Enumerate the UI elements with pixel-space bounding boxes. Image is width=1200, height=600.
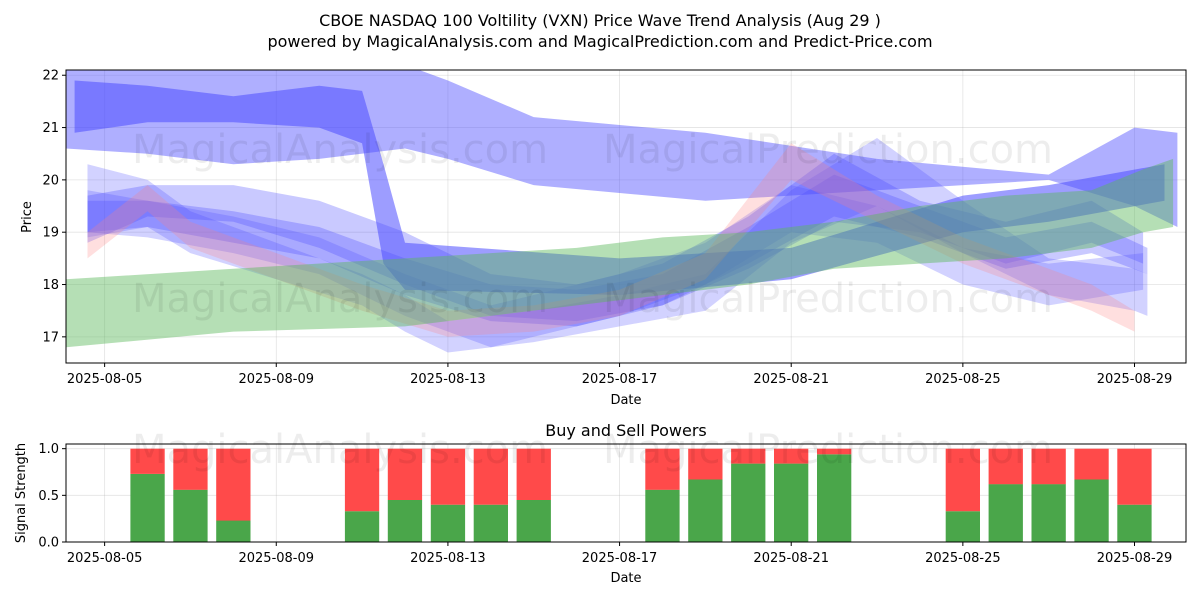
price-ytick-label-3: 20 xyxy=(42,173,59,188)
power-bar-buy-3 xyxy=(344,511,380,542)
power-bar-buy-14 xyxy=(988,484,1023,542)
power-bar-buy-6 xyxy=(473,504,508,542)
power-bar-sell-13 xyxy=(945,448,980,512)
power-bar-buy-15 xyxy=(1031,484,1066,542)
power-bar-buy-7 xyxy=(516,500,551,542)
price-wave-bands xyxy=(66,70,1178,353)
price-y-label: Price xyxy=(20,201,35,233)
power-bar-buy-12 xyxy=(817,454,852,542)
price-xtick-label-3: 2025-08-17 xyxy=(582,372,658,387)
power-watermark-left: MagicalAnalysis.com xyxy=(132,427,548,473)
price-xtick-label-4: 2025-08-21 xyxy=(753,372,829,387)
price-xtick-label-5: 2025-08-25 xyxy=(925,372,1001,387)
power-bar-buy-11 xyxy=(774,463,809,542)
power-watermark-right: MagicalPrediction.com xyxy=(603,427,1053,473)
price-xtick-label-0: 2025-08-05 xyxy=(67,372,143,387)
price-band-6 xyxy=(87,143,1135,337)
power-bars xyxy=(130,448,1152,542)
power-bar-buy-1 xyxy=(173,489,208,542)
buy-sell-title: Buy and Sell Powers xyxy=(545,421,707,440)
power-y-label: Signal Strength xyxy=(14,443,29,543)
price-watermark-left-lower: MagicalAnalysis.com xyxy=(132,276,548,322)
price-band-2 xyxy=(87,138,1148,353)
power-bar-sell-14 xyxy=(988,448,1023,485)
power-ytick-label-0: 0.0 xyxy=(38,536,59,551)
power-bar-sell-15 xyxy=(1031,448,1066,485)
power-bar-buy-0 xyxy=(130,473,165,542)
power-xtick-label-1: 2025-08-09 xyxy=(238,551,314,566)
power-bar-sell-10 xyxy=(731,448,766,464)
power-xtick-label-2: 2025-08-13 xyxy=(410,551,486,566)
power-ytick-label-2: 1.0 xyxy=(38,442,59,457)
power-bar-sell-9 xyxy=(688,448,723,480)
price-band-1 xyxy=(74,80,1165,295)
power-x-label: Date xyxy=(610,571,641,586)
power-bar-buy-17 xyxy=(1117,504,1152,542)
power-bar-buy-9 xyxy=(688,479,723,542)
power-xtick-label-5: 2025-08-25 xyxy=(925,551,1001,566)
power-y-axis: 0.0 0.5 1.0 xyxy=(38,442,66,551)
power-bar-buy-2 xyxy=(216,520,251,542)
price-band-7 xyxy=(66,158,1174,348)
power-xtick-label-3: 2025-08-17 xyxy=(582,551,658,566)
power-bar-sell-11 xyxy=(774,448,809,464)
power-bar-sell-8 xyxy=(645,448,680,490)
price-ytick-label-0: 17 xyxy=(42,330,59,345)
price-ytick-label-1: 18 xyxy=(42,278,59,293)
power-bar-sell-7 xyxy=(516,448,551,500)
buy-sell-chart: Buy and Sell Powers MagicalAnalysis.com … xyxy=(14,421,1187,586)
power-bar-buy-16 xyxy=(1074,479,1109,542)
main-title: CBOE NASDAQ 100 Voltility (VXN) Price Wa… xyxy=(319,11,881,30)
power-xtick-label-6: 2025-08-29 xyxy=(1097,551,1173,566)
price-watermark-right-lower: MagicalPrediction.com xyxy=(603,276,1053,322)
power-bar-sell-5 xyxy=(430,448,466,505)
power-bar-buy-10 xyxy=(731,463,766,542)
price-band-4 xyxy=(87,174,1148,327)
power-bar-buy-5 xyxy=(430,504,466,542)
price-chart: MagicalAnalysis.com MagicalPrediction.co… xyxy=(20,69,1187,408)
price-ytick-label-4: 21 xyxy=(42,121,59,136)
power-bar-sell-1 xyxy=(173,448,208,490)
power-bar-sell-17 xyxy=(1117,448,1152,505)
price-band-5 xyxy=(87,185,1144,348)
power-xtick-label-0: 2025-08-05 xyxy=(67,551,143,566)
power-plot-frame xyxy=(65,443,1187,543)
power-bar-sell-3 xyxy=(344,448,380,512)
power-bar-sell-2 xyxy=(216,448,251,521)
power-bar-sell-6 xyxy=(473,448,508,505)
price-y-axis: 17 18 19 20 21 22 xyxy=(42,69,66,345)
power-x-axis: 2025-08-05 2025-08-09 2025-08-13 2025-08-17… xyxy=(67,542,1172,566)
power-bar-sell-0 xyxy=(130,448,165,474)
price-watermark-left: MagicalAnalysis.com xyxy=(132,127,548,173)
power-bar-sell-12 xyxy=(817,448,852,455)
power-xtick-label-4: 2025-08-21 xyxy=(753,551,829,566)
power-bar-sell-4 xyxy=(387,448,423,500)
price-x-label: Date xyxy=(610,393,641,408)
power-bar-buy-8 xyxy=(645,489,680,542)
power-bar-sell-16 xyxy=(1074,448,1109,480)
power-bar-buy-13 xyxy=(945,511,980,542)
power-ytick-label-1: 0.5 xyxy=(38,489,59,504)
price-band-3 xyxy=(87,153,1144,322)
power-bar-buy-4 xyxy=(387,500,423,542)
price-ytick-label-5: 22 xyxy=(42,69,59,84)
sub-title: powered by MagicalAnalysis.com and Magic… xyxy=(267,32,932,51)
price-watermark-right: MagicalPrediction.com xyxy=(603,127,1053,173)
price-xtick-label-6: 2025-08-29 xyxy=(1097,372,1173,387)
price-ytick-label-2: 19 xyxy=(42,226,59,241)
price-x-axis: 2025-08-05 2025-08-09 2025-08-13 2025-08-17… xyxy=(67,363,1172,387)
price-xtick-label-2: 2025-08-13 xyxy=(410,372,486,387)
price-xtick-label-1: 2025-08-09 xyxy=(238,372,314,387)
price-plot-frame xyxy=(65,69,1187,364)
